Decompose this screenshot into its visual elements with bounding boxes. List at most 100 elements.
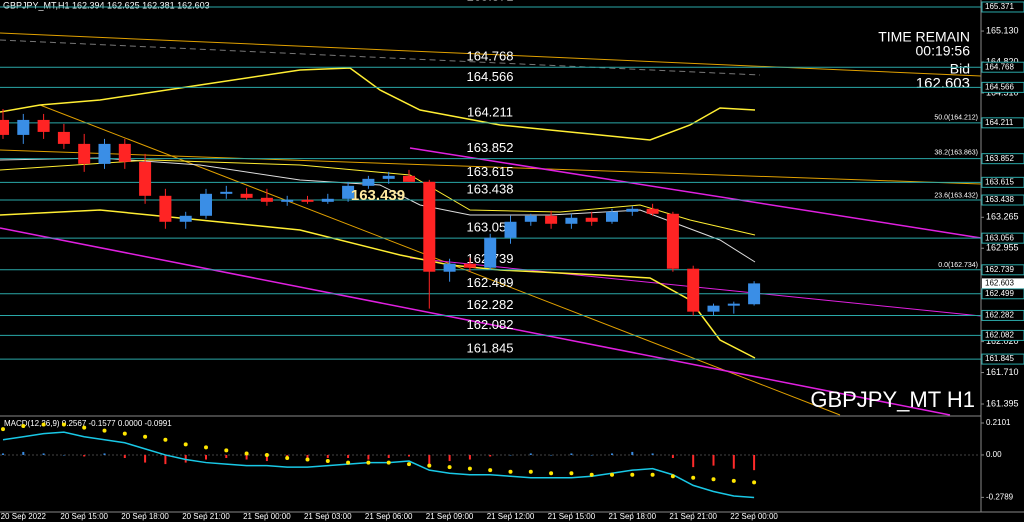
signal-dot bbox=[447, 465, 452, 470]
x-tick-label: 20 Sep 18:00 bbox=[121, 512, 169, 521]
signal-dot bbox=[731, 478, 736, 483]
signal-dot bbox=[528, 469, 533, 474]
candle-body bbox=[443, 263, 456, 272]
macd-bar bbox=[123, 454, 126, 459]
x-tick-label: 21 Sep 00:00 bbox=[243, 512, 291, 521]
level-axis-label: 162.739 bbox=[985, 265, 1014, 274]
signal-dot bbox=[427, 463, 432, 468]
candle-body bbox=[545, 215, 558, 224]
signal-dot bbox=[163, 437, 168, 442]
candle-body bbox=[585, 217, 598, 222]
candle-body bbox=[565, 217, 578, 224]
bid-axis-label: 162.603 bbox=[985, 278, 1014, 287]
macd-bar bbox=[468, 454, 471, 460]
level-axis-label: 163.852 bbox=[985, 154, 1014, 163]
level-box bbox=[981, 153, 1024, 165]
candle-body bbox=[57, 131, 70, 144]
candle-body bbox=[200, 193, 212, 216]
level-label: 163.438 bbox=[467, 181, 514, 196]
signal-dot bbox=[82, 425, 87, 430]
level-axis-label: 165.371 bbox=[985, 2, 1014, 11]
x-tick-label: 21 Sep 09:00 bbox=[426, 512, 474, 521]
trend-line bbox=[0, 32, 982, 77]
macd-bar bbox=[489, 454, 492, 457]
macd-bar bbox=[326, 454, 329, 459]
signal-dot bbox=[244, 451, 249, 456]
signal-dot bbox=[549, 471, 554, 476]
highlight-label: 163.439 bbox=[351, 187, 405, 204]
level-label: 163.615 bbox=[467, 164, 514, 179]
signal-dot bbox=[407, 462, 411, 467]
trend-line bbox=[0, 149, 982, 185]
y-tick-label: 163.265 bbox=[986, 212, 1019, 222]
signal-dot bbox=[41, 422, 46, 427]
fib-label: 38.2(163.863) bbox=[934, 149, 978, 156]
y-tick-label: 161.395 bbox=[986, 398, 1019, 408]
signal-dot bbox=[325, 459, 330, 464]
candle-body bbox=[423, 181, 436, 272]
signal-dot bbox=[610, 472, 614, 477]
y-tick-label: 161.710 bbox=[986, 367, 1019, 377]
candle-body bbox=[240, 193, 253, 198]
macd-bar bbox=[529, 453, 532, 455]
signal-dot bbox=[508, 469, 513, 474]
x-tick-label: 20 Sep 21:00 bbox=[182, 512, 230, 521]
signal-dot bbox=[711, 477, 716, 482]
candle-body bbox=[321, 198, 334, 202]
level-box bbox=[981, 61, 1024, 73]
y-tick-label: 162.020 bbox=[986, 336, 1019, 346]
macd-bar bbox=[631, 451, 634, 455]
signal-dot bbox=[752, 480, 757, 485]
level-label: 163.056 bbox=[467, 220, 514, 235]
macd-bar bbox=[22, 451, 25, 455]
signal-dot bbox=[691, 475, 696, 480]
signal-dot bbox=[224, 448, 229, 453]
level-axis-label: 161.845 bbox=[985, 354, 1014, 363]
level-axis-label: 163.615 bbox=[985, 177, 1014, 186]
candle-body bbox=[0, 119, 9, 135]
y-tick-label: 162.955 bbox=[986, 243, 1019, 253]
x-tick-label: 21 Sep 15:00 bbox=[548, 512, 596, 521]
level-label: 163.852 bbox=[467, 140, 514, 155]
bid-value: 162.603 bbox=[916, 75, 970, 92]
macd-bar bbox=[550, 454, 553, 456]
level-box bbox=[981, 329, 1024, 341]
macd-bar bbox=[509, 454, 512, 456]
macd-line bbox=[2, 431, 755, 499]
macd-bar bbox=[42, 453, 45, 455]
level-label: 162.282 bbox=[467, 297, 514, 312]
candle-body bbox=[342, 185, 355, 199]
level-axis-label: 164.566 bbox=[985, 82, 1014, 91]
macd-bar bbox=[164, 454, 167, 465]
trend-line bbox=[39, 104, 841, 416]
candle-body bbox=[98, 143, 111, 164]
signal-dot bbox=[366, 460, 371, 465]
level-label: 165.371 bbox=[467, 0, 514, 3]
level-label: 162.082 bbox=[467, 317, 514, 332]
signal-dot bbox=[569, 471, 574, 476]
y-tick-label: 164.820 bbox=[986, 56, 1019, 66]
channel-line bbox=[0, 227, 951, 416]
signal-dot bbox=[285, 456, 290, 461]
level-box bbox=[981, 232, 1024, 244]
level-axis-label: 164.768 bbox=[985, 62, 1014, 71]
signal-dot bbox=[650, 472, 655, 477]
signal-dot bbox=[102, 428, 107, 433]
level-axis-label: 162.499 bbox=[985, 289, 1014, 298]
x-tick-label: 20 Sep 15:00 bbox=[60, 512, 108, 521]
candle-body bbox=[220, 191, 233, 194]
time-remain-label: TIME REMAIN bbox=[878, 29, 970, 45]
signal-dot bbox=[589, 472, 594, 477]
macd-bar bbox=[245, 454, 248, 460]
candle-body bbox=[362, 178, 375, 186]
signal-dot bbox=[346, 460, 351, 465]
macd-bar bbox=[347, 454, 350, 459]
candle-body bbox=[281, 199, 294, 202]
macd-bar bbox=[205, 454, 207, 460]
macd-bar bbox=[651, 453, 654, 455]
candle-body bbox=[463, 263, 476, 268]
macd-bar bbox=[2, 453, 4, 455]
macd-bar bbox=[225, 454, 228, 459]
candle-body bbox=[666, 213, 679, 269]
